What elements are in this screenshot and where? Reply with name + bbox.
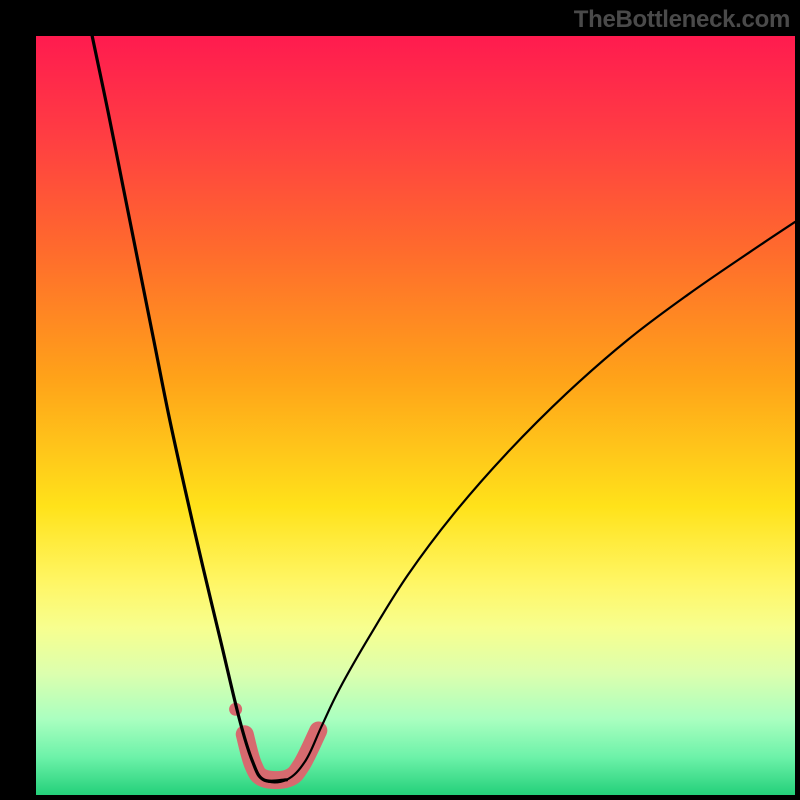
curve-left-branch bbox=[92, 36, 286, 781]
watermark-text: TheBottleneck.com bbox=[574, 6, 790, 34]
border-left bbox=[0, 0, 36, 800]
bottleneck-curve-layer bbox=[0, 0, 800, 800]
border-bottom bbox=[0, 795, 800, 800]
chart-container: TheBottleneck.com bbox=[0, 0, 800, 800]
border-right bbox=[795, 0, 800, 800]
curve-right-branch bbox=[252, 222, 795, 782]
